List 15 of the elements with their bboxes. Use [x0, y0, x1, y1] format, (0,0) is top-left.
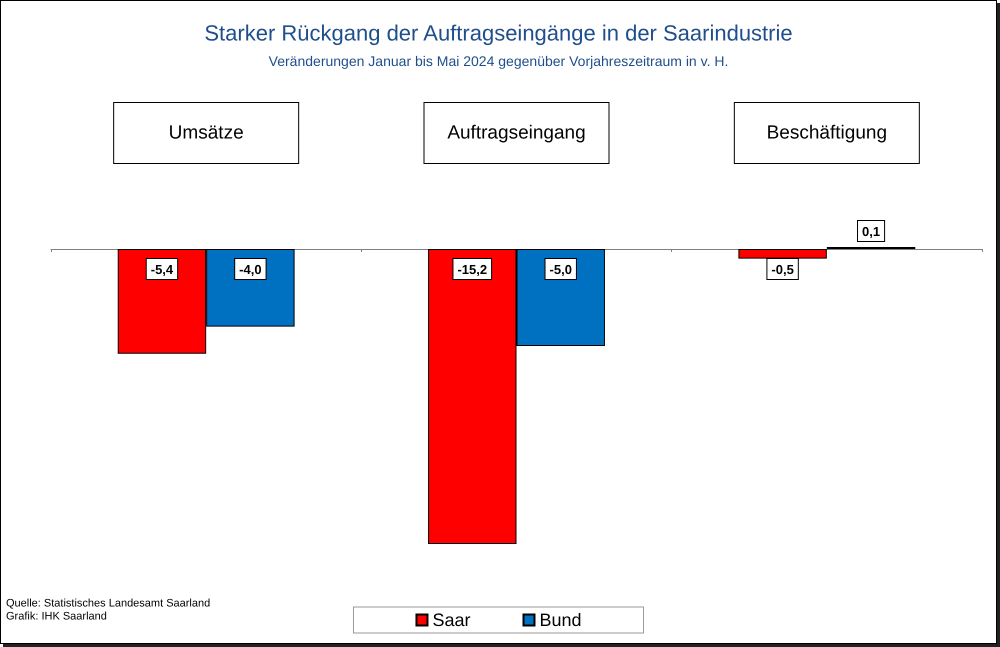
text: Grafik: IHK Saarland	[6, 610, 107, 622]
source-note: Quelle: Statistisches Landesamt Saarland	[6, 598, 210, 610]
data-label: -5,0	[550, 262, 572, 277]
data-label: -4,0	[239, 262, 262, 277]
x-tick-label: Umsätze	[168, 122, 244, 144]
data-label: 0,1	[862, 224, 880, 239]
data-label: -15,2	[457, 262, 488, 277]
chart-title: Starker Rückgang der Auftragseingänge in der Saarindustrie	[204, 20, 793, 46]
legend-label: Bund	[539, 610, 582, 630]
data-label: -5,4	[150, 262, 174, 277]
legend-label: Saar	[432, 610, 470, 630]
data-label: -0,5	[771, 262, 794, 277]
x-tick-label: Auftragseingang	[447, 122, 586, 144]
chart-subtitle: Veränderungen Januar bis Mai 2024 gegenüber Vorjahreszeitraum in v. H.	[268, 53, 728, 69]
x-tick-label: Beschäftigung	[766, 122, 888, 144]
